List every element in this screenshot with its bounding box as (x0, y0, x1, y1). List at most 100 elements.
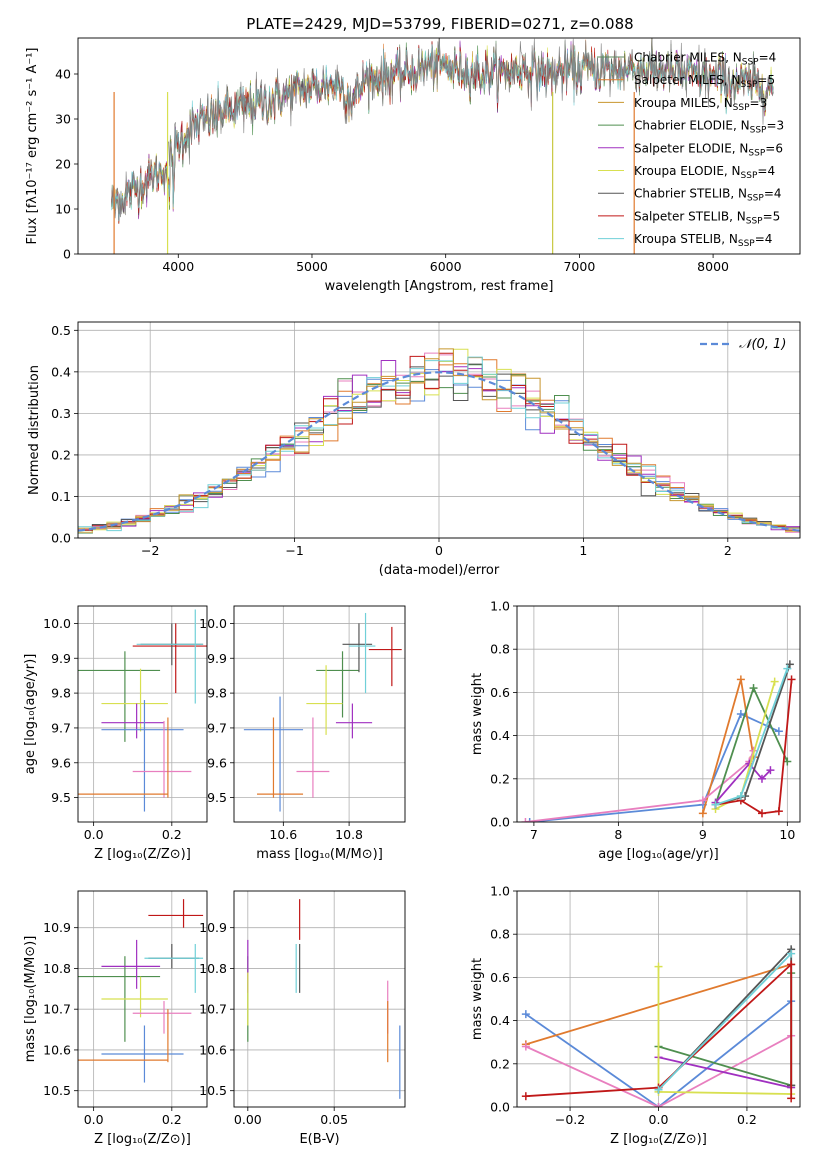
legend-nssp-value: 4 (767, 164, 775, 178)
tick-label-x: 0.00 (234, 1112, 262, 1127)
legend-nssp-eq: = (757, 164, 767, 178)
tick-label-y: 9.8 (51, 686, 71, 701)
tick-label-x: 0.2 (162, 827, 182, 842)
axis-label-x: E(B-V) (299, 1132, 339, 1147)
tick-label-y: 0.4 (490, 728, 510, 743)
legend-model-name: Kroupa ELODIE (634, 164, 724, 178)
legend-nssp-eq: = (765, 141, 775, 155)
tick-label-y: 0.4 (51, 364, 71, 379)
legend-nssp-value: 4 (765, 232, 773, 246)
tick-label-x: 0.0 (84, 827, 104, 842)
legend-nssp-sub: SSP (747, 194, 764, 204)
axis-label-y: mass weight (470, 958, 485, 1040)
axis-label-x: wavelength [Angstrom, rest frame] (325, 279, 554, 294)
tick-label-y: 20 (55, 157, 71, 172)
legend-nssp-value: 3 (777, 119, 785, 133)
tick-label-x: 10 (779, 827, 795, 842)
plot-area (521, 945, 796, 1107)
tick-label-y: 10.5 (43, 1083, 71, 1098)
legend-nssp-sub: SSP (746, 216, 763, 226)
legend-nssp-prefix: , N (732, 141, 749, 155)
axes-frame (516, 890, 801, 1108)
tick-label-y: 10.5 (199, 1083, 227, 1098)
legend-label-chabrier-stelib: Chabrier STELIB, NSSP=4 (634, 187, 782, 204)
legend-nssp-value: 4 (774, 187, 782, 201)
tick-label-x: −1 (285, 543, 303, 558)
legend-label-salpeter-elodie: Salpeter ELODIE, NSSP=6 (634, 141, 783, 158)
weight-line (525, 962, 793, 1099)
tick-label-y: 9.8 (207, 686, 227, 701)
tick-label-x: 0 (435, 543, 443, 558)
tick-label-y: 9.5 (51, 790, 71, 805)
tick-label-y: 10.9 (43, 920, 71, 935)
tick-label-x: 9 (699, 827, 707, 842)
tick-label-y: 0.8 (490, 642, 510, 657)
axis-label-x: Z [log₁₀(Z/Z⊙)] (94, 1132, 191, 1147)
tick-label-x: 2 (724, 543, 732, 558)
plot-area (247, 899, 401, 1099)
legend-nssp-prefix: , N (725, 51, 742, 65)
histogram-step (78, 352, 800, 531)
panel-mass-vs-ebv: 0.00 0.05 10.5 10.6 10.7 10.8 10.9 E(B-V) (199, 890, 406, 1147)
legend-nssp-sub: SSP (741, 80, 758, 90)
tick-label-x: 8000 (697, 259, 729, 274)
panel-residuals: −2 −1 0 1 2 0.0 0.1 0.2 0.3 0.4 0.5 (data-model)/er… (27, 321, 801, 578)
tick-label-x: 4000 (162, 259, 194, 274)
legend-nssp-prefix: , N (724, 164, 741, 178)
tick-label-x: −2 (141, 543, 159, 558)
tick-label-y: 0.5 (51, 323, 71, 338)
tick-label-x: 0.0 (649, 1112, 669, 1127)
spectrum-data-line (111, 38, 774, 219)
plot-area (243, 612, 402, 812)
legend-nssp-prefix: , N (733, 119, 750, 133)
axis-label-y: mass [log₁₀(M/M⊙)] (23, 936, 38, 1063)
tick-label-y: 10.9 (199, 920, 227, 935)
tick-label-y: 40 (55, 67, 71, 82)
tick-label-y: 9.5 (207, 790, 227, 805)
tick-label-y: 0.4 (490, 1013, 510, 1028)
tick-label-y: 9.6 (51, 755, 71, 770)
tick-label-y: 10.0 (43, 616, 71, 631)
tick-label-x: 0.05 (320, 1112, 348, 1127)
weight-line (529, 712, 780, 822)
legend-model-name: Salpeter STELIB (634, 209, 729, 223)
legend-nssp-eq: = (763, 209, 773, 223)
legend-model-name: Kroupa MILES (634, 96, 716, 110)
axis-label-y: age [log₁₀(age/yr)] (23, 654, 38, 775)
tick-label-y: 10.7 (43, 1002, 71, 1017)
legend-nssp-eq: = (759, 51, 769, 65)
figure-title: PLATE=2429, MJD=53799, FIBERID=0271, z=0… (246, 15, 633, 33)
axes-frame (233, 890, 406, 1108)
plot-area (78, 609, 207, 812)
chart-panels: 4000 5000 6000 7000 8000010203040wavelength … (23, 37, 801, 1147)
weight-line (525, 1034, 792, 1107)
axis-label-x: Z [log₁₀(Z/Z⊙)] (94, 847, 191, 862)
axes-frame (516, 605, 801, 823)
tick-label-y: 9.7 (207, 720, 227, 735)
tick-label-x: −0.2 (555, 1112, 585, 1127)
axis-label-y: Flux [fλ10⁻¹⁷ erg cm⁻² s⁻¹ A⁻¹] (25, 48, 40, 245)
axes-frame (233, 605, 406, 823)
axis-label-x: mass [log₁₀(M/M⊙)] (256, 847, 383, 862)
tick-label-y: 0.8 (490, 927, 510, 942)
tick-label-y: 1.0 (490, 884, 510, 899)
tick-label-y: 9.9 (207, 651, 227, 666)
plot-area (78, 899, 204, 1083)
tick-label-y: 0.2 (490, 771, 510, 786)
legend-label-kroupa-stelib: Kroupa STELIB, NSSP=4 (634, 232, 772, 249)
weight-line (658, 1056, 792, 1089)
tick-label-x: 7 (530, 827, 538, 842)
tick-label-x: 5000 (296, 259, 328, 274)
legend-label-salpeter-stelib: Salpeter STELIB, NSSP=5 (634, 209, 780, 226)
legend-label-kroupa-elodie: Kroupa ELODIE, NSSP=4 (634, 164, 775, 181)
tick-label-y: 0.6 (490, 685, 510, 700)
tick-label-y: 10.6 (199, 1042, 227, 1057)
panel-age-vs-mass: 10.6 10.8 9.5 9.6 9.7 9.8 9.9 10.0 mass [log₁₀(M… (199, 605, 406, 862)
legend-nssp-value: 5 (767, 73, 775, 87)
legend-nssp-sub: SSP (742, 58, 759, 68)
legend-label-chabrier-miles: Chabrier MILES, NSSP=4 (634, 51, 776, 68)
tick-label-x: 10.8 (335, 827, 363, 842)
tick-label-x: 0.2 (737, 1112, 757, 1127)
tick-label-y: 1.0 (490, 599, 510, 614)
tick-label-x: 0.0 (84, 1112, 104, 1127)
